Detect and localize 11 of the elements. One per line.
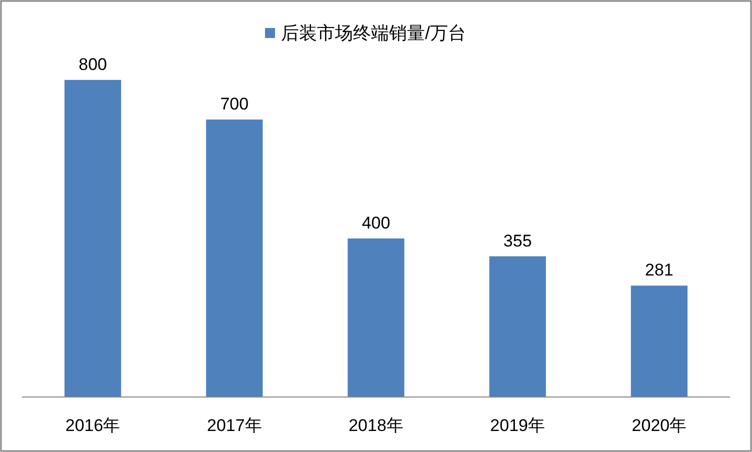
x-tick-label: 2016年 xyxy=(65,416,120,435)
data-label: 281 xyxy=(645,260,674,280)
data-label: 400 xyxy=(362,213,390,232)
x-tick-label: 2018年 xyxy=(348,416,404,435)
legend: 后装市场终端销量/万台 xyxy=(265,23,466,43)
x-tick-label: 2020年 xyxy=(632,416,687,435)
data-label: 700 xyxy=(220,94,249,114)
data-label: 800 xyxy=(78,54,107,74)
x-tick-label: 2019年 xyxy=(490,416,546,435)
x-tick-label: 2017年 xyxy=(206,416,262,435)
data-label: 355 xyxy=(503,231,532,250)
